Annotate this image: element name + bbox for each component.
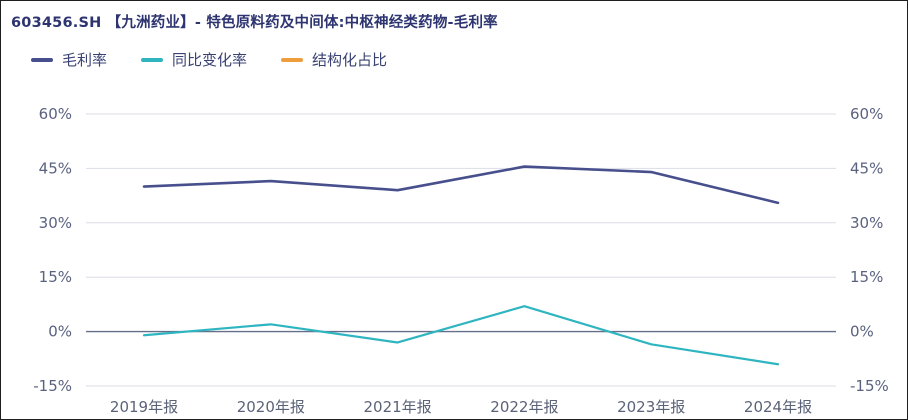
legend-label-0: 毛利率 <box>62 51 108 69</box>
legend-line-marker-0 <box>31 57 53 62</box>
series-line-1 <box>142 305 780 366</box>
y-axis-label-right: 60% <box>850 105 883 123</box>
y-axis-label-right: 0% <box>850 323 874 341</box>
y-axis-label-right: -15% <box>850 377 889 395</box>
line-chart: 60% 60% 45% 45% 30% 30% 15% 15% 0% 0% -15% -15% 2019… <box>33 105 889 416</box>
legend-item-yoy-change[interactable]: 同比变化率 <box>141 49 247 70</box>
y-axis-label-left: 60% <box>39 105 72 123</box>
legend-item-gross-margin[interactable]: 毛利率 <box>31 49 107 70</box>
y-axis-label-left: 15% <box>39 268 72 286</box>
y-axis-label-right: 30% <box>850 214 883 232</box>
legend-line-marker-2 <box>281 57 304 62</box>
y-axis-label-left: 30% <box>39 214 72 232</box>
y-axis-label-right: 45% <box>850 159 883 177</box>
y-axis-label-right: 15% <box>850 268 883 286</box>
x-axis-label: 2024年报 <box>744 398 812 416</box>
x-axis-label: 2023年报 <box>617 398 685 416</box>
chart-title: 603456.SH 【九洲药业】- 特色原料药及中间体:中枢神经类药物-毛利率 <box>11 15 498 31</box>
y-axis-label-left: 0% <box>48 323 72 341</box>
y-axis-label-left: -15% <box>33 377 72 395</box>
legend-line-marker-1 <box>141 57 164 62</box>
x-axis-label: 2020年报 <box>237 398 305 416</box>
legend-label-2: 结构化占比 <box>312 51 388 69</box>
legend-label-1: 同比变化率 <box>172 51 248 69</box>
legend: 毛利率 同比变化率 结构化占比 <box>31 49 387 70</box>
x-axis-label: 2019年报 <box>110 398 178 416</box>
x-axis-label: 2021年报 <box>364 398 432 416</box>
legend-item-structure-ratio[interactable]: 结构化占比 <box>281 49 387 70</box>
series-line-0 <box>142 165 780 205</box>
x-axis-label: 2022年报 <box>490 398 558 416</box>
y-axis-label-left: 45% <box>39 159 72 177</box>
